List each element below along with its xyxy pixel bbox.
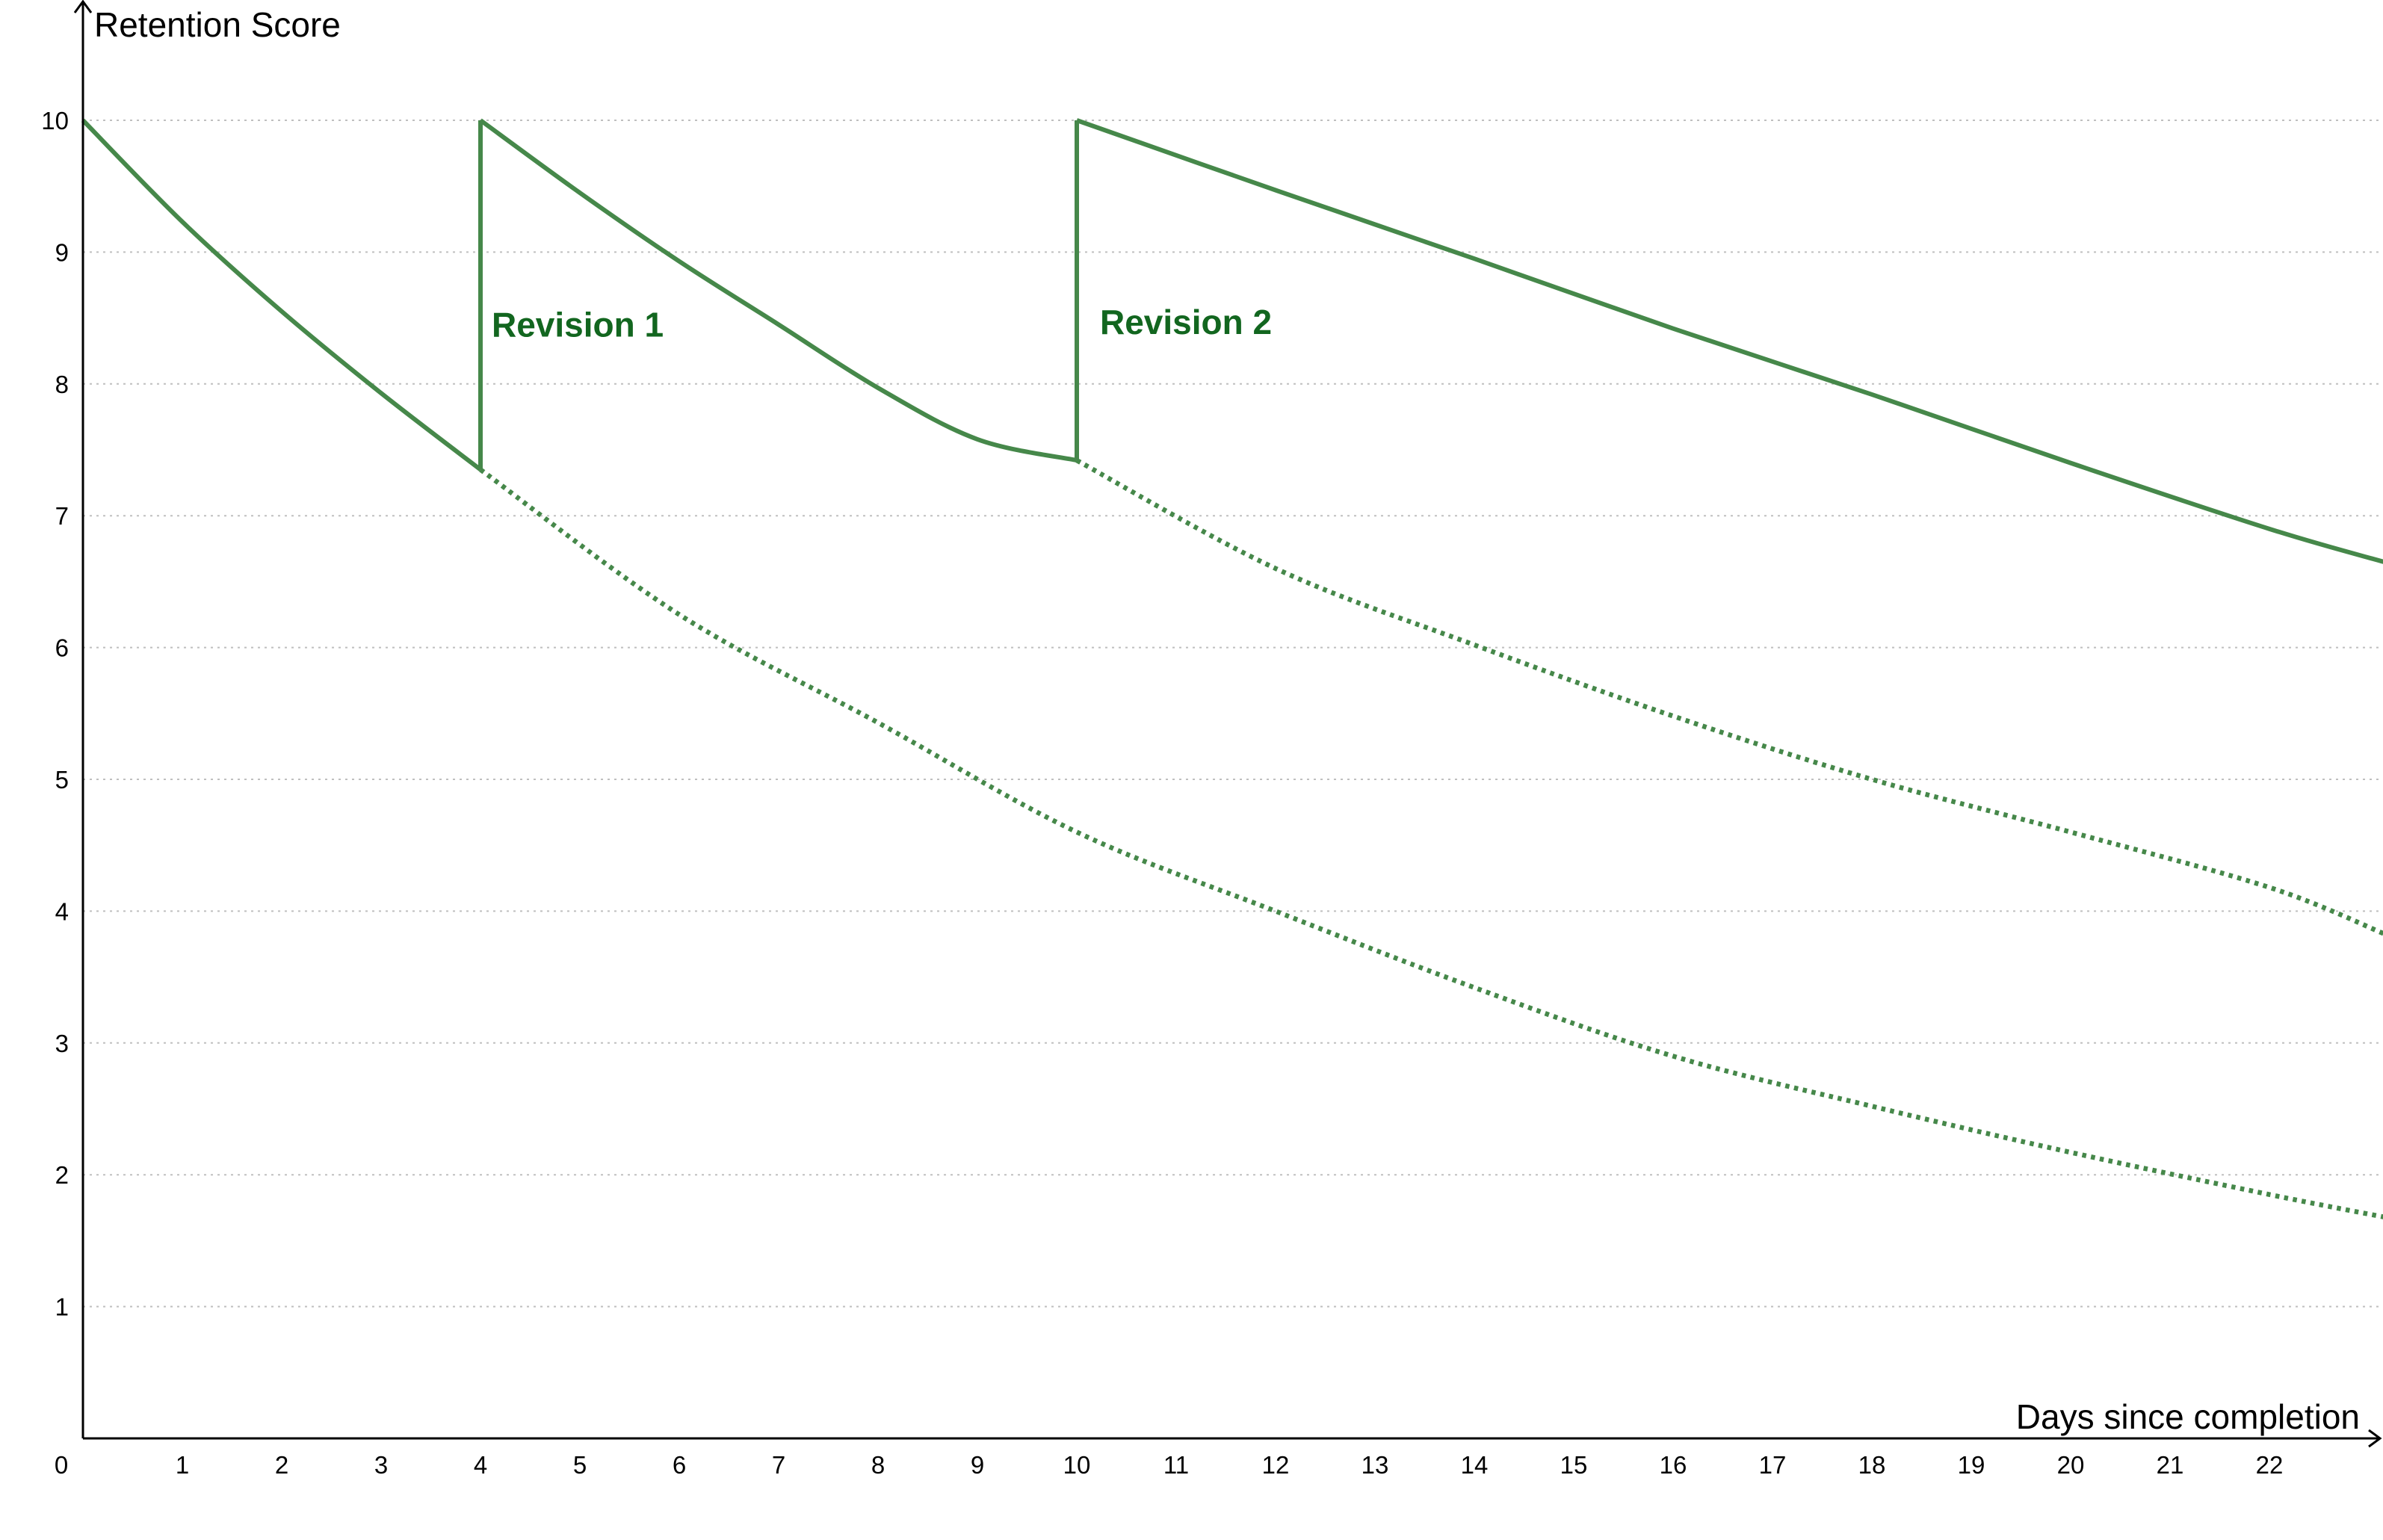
series-group: [81, 118, 2383, 1219]
y-tick-label: 10: [41, 107, 69, 134]
x-tick-label: 13: [1362, 1451, 1389, 1479]
axes: [73, 0, 2382, 1448]
revision-annotation: Revision 1: [492, 305, 664, 344]
x-tick-label: 19: [1958, 1451, 1985, 1479]
x-tick-label: 14: [1461, 1451, 1489, 1479]
x-tick-label: 16: [1660, 1451, 1687, 1479]
x-axis-arrow-icon: [2368, 1429, 2382, 1448]
x-tick-label: 10: [1063, 1451, 1091, 1479]
x-tick-label: 15: [1560, 1451, 1588, 1479]
y-tick-label: 8: [55, 371, 69, 398]
x-tick-label: 11: [1163, 1451, 1189, 1479]
y-axis-label: Retention Score: [94, 5, 341, 44]
y-tick-label: 5: [55, 766, 69, 794]
y-tick-label: 1: [55, 1293, 69, 1321]
y-tick-label: 7: [55, 502, 69, 530]
annotations: Revision 1 Revision 2: [492, 303, 1272, 344]
x-tick-label: 6: [673, 1451, 686, 1479]
y-tick-label: 3: [55, 1030, 69, 1057]
x-tick-label: 2: [275, 1451, 288, 1479]
x-tick-label: 20: [2057, 1451, 2085, 1479]
forgetting-curve-dotted: [1075, 458, 2383, 936]
x-tick-label: 18: [1858, 1451, 1886, 1479]
y-tick-label: 2: [55, 1161, 69, 1189]
y-tick-label: 4: [55, 897, 69, 925]
x-tick-labels: 0 1 2 3 4 5 6 7 8 9 10 11 12 13 14 15 16 17 18 19 20 21 22: [55, 1451, 2284, 1479]
forgetting-curve-dotted: [479, 467, 2383, 1219]
x-tick-label: 7: [772, 1451, 785, 1479]
x-tick-label: 3: [374, 1451, 388, 1479]
y-tick-labels: 1 2 3 4 5 6 7 8 9 10: [41, 107, 69, 1321]
x-tick-label: 8: [871, 1451, 885, 1479]
x-tick-label: 5: [573, 1451, 587, 1479]
x-tick-label: 0: [55, 1451, 68, 1479]
x-tick-label: 12: [1262, 1451, 1290, 1479]
x-tick-label: 17: [1759, 1451, 1787, 1479]
x-tick-label: 9: [971, 1451, 984, 1479]
x-tick-label: 21: [2157, 1451, 2184, 1479]
y-tick-label: 9: [55, 238, 69, 266]
revision-annotation: Revision 2: [1100, 303, 1272, 341]
retention-curve-with-revisions: [81, 118, 2383, 564]
x-tick-label: 22: [2256, 1451, 2284, 1479]
x-tick-label: 4: [474, 1451, 487, 1479]
y-axis-arrow-icon: [73, 0, 93, 13]
gridlines: [83, 120, 2383, 1308]
x-tick-label: 1: [176, 1451, 189, 1479]
y-tick-label: 6: [55, 634, 69, 662]
x-axis-label: Days since completion: [2016, 1397, 2360, 1436]
